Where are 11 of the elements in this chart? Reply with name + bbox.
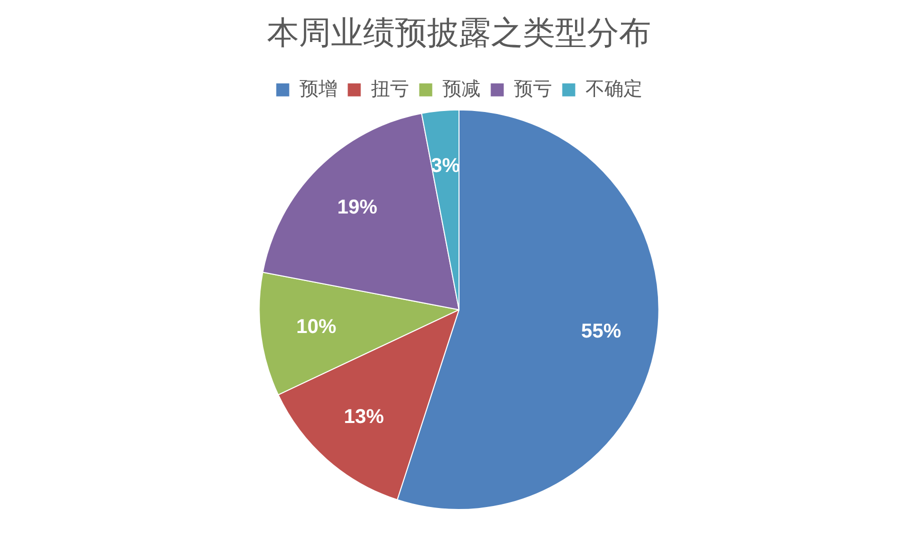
legend-label: 预亏 xyxy=(514,78,552,100)
legend-label: 预减 xyxy=(442,78,480,100)
legend-label: 不确定 xyxy=(585,78,642,100)
data-label: 19% xyxy=(337,196,378,218)
data-label: 13% xyxy=(344,406,384,428)
data-label: 55% xyxy=(581,320,622,343)
data-label: 10% xyxy=(296,316,337,338)
chart-title: 本周业绩预披露之类型分布 xyxy=(267,14,651,52)
data-label: 3% xyxy=(431,155,460,177)
legend-label: 预增 xyxy=(299,78,338,100)
legend-label: 扭亏 xyxy=(370,78,409,100)
